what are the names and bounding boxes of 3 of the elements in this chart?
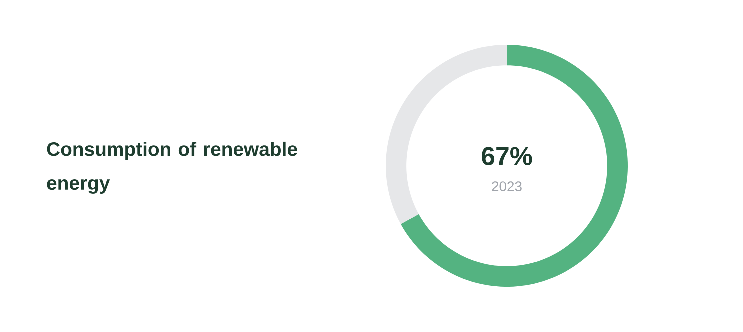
data-label: 67% (482, 147, 532, 166)
text: Consumption of renewable energy (47, 142, 298, 194)
text: 2023 (492, 182, 522, 192)
